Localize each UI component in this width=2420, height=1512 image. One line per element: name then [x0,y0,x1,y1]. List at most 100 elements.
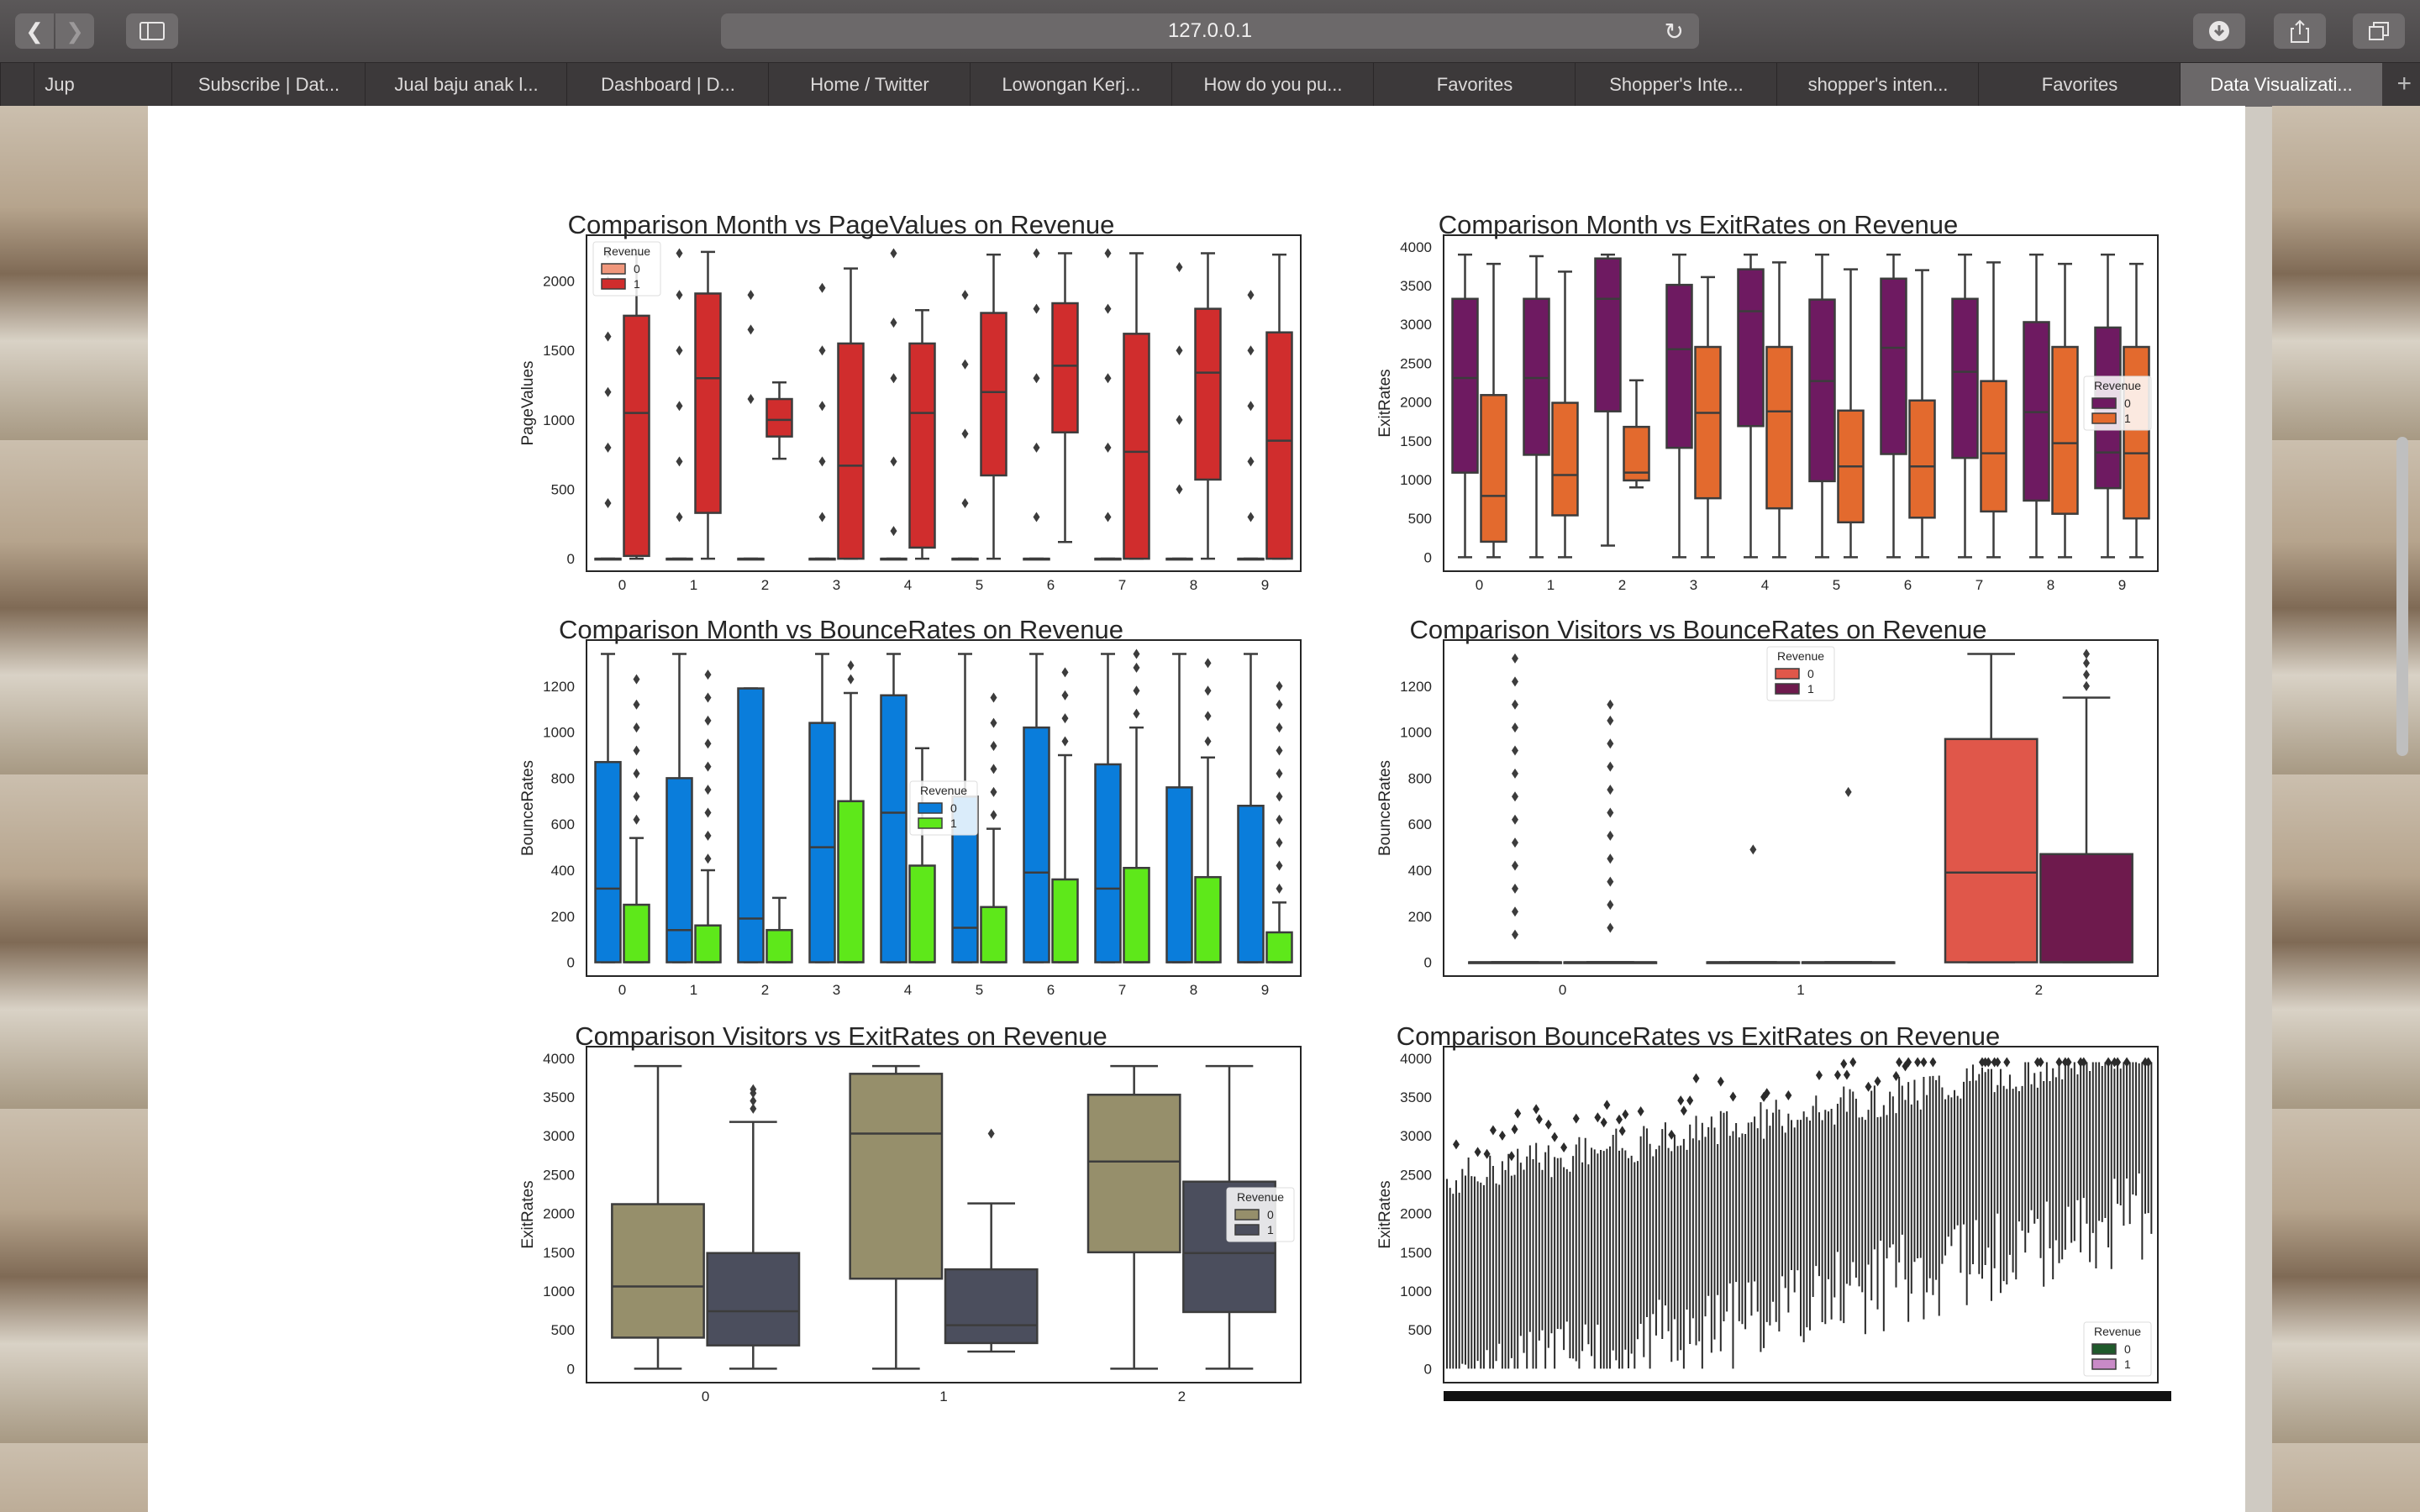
share-icon[interactable] [2274,13,2326,49]
box-0 [666,777,693,963]
outlier-point [990,741,997,752]
outlier-point [890,248,897,259]
x-tick-label: 6 [1904,577,1912,591]
outlier-point [704,715,712,726]
plot-frame [586,234,1302,572]
y-tick-label: 4000 [543,1051,575,1067]
outlier-point [676,290,683,301]
outlier-point [1607,830,1614,841]
tab-shoppers-intention[interactable]: Shopper's Inte... [1575,63,1777,107]
outlier-point [961,290,969,301]
y-axis-label: ExitRates [519,1180,537,1248]
outlier-point [1512,906,1518,917]
legend-swatch [2091,1343,2117,1355]
tab-lowongan[interactable]: Lowongan Kerj... [970,63,1172,107]
box-0 [808,722,836,963]
chart-plot: 020040060080010001200BounceRatesMonth012… [519,639,1302,1019]
tab-label: Lowongan Kerj... [1002,74,1141,95]
box-1 [980,906,1007,963]
y-tick-label: 200 [1408,909,1432,925]
sidebar-icon[interactable] [126,13,178,49]
outlier-point [1061,736,1069,747]
box-1 [706,1252,801,1347]
tabs-overview-icon[interactable] [2353,13,2405,49]
outlier-point [1133,648,1140,659]
y-tick-label: 1000 [1400,1284,1432,1299]
legend-label: 1 [634,277,640,291]
reload-icon[interactable]: ↻ [1664,18,1684,45]
tab-label: How do you pu... [1203,74,1343,95]
outlier-point [1204,711,1212,722]
tab-dashboard[interactable]: Dashboard | D... [566,63,769,107]
outlier-point [704,853,712,864]
plus-icon[interactable]: + [2396,70,2412,97]
legend-title: Revenue [2094,1325,2141,1338]
background-photo-left [0,106,148,1512]
legend-swatch [2091,397,2117,409]
box-0 [737,687,765,963]
x-tick-label: 4 [904,982,912,996]
legend-label: 1 [950,816,957,830]
outlier-point [1512,653,1518,664]
outlier-point [1276,860,1283,871]
outlier-point [1686,1095,1694,1106]
tab-data-visualization[interactable]: Data Visualizati... [2180,63,2382,107]
chevron-left-icon[interactable]: ❮ [15,13,54,49]
tab-jual-baju[interactable]: Jual baju anak l... [365,63,567,107]
outlier-point [1276,814,1283,825]
box-1 [1051,302,1079,433]
download-icon[interactable] [2193,13,2245,49]
outlier-point [987,1128,995,1139]
box-0 [1523,297,1550,456]
outlier-point [1033,442,1040,453]
outlier-point [1276,883,1283,894]
x-tick-label: 1 [939,1389,947,1404]
outlier-point [1637,1105,1644,1116]
address-bar[interactable]: 127.0.0.1 ↻ [721,13,1699,49]
browser-toolbar: ❮ ❯ 127.0.0.1 ↻ [0,0,2420,62]
chart-title: Comparison Month vs PageValues on Revenu… [567,210,1115,239]
page-scrollbar[interactable] [2396,437,2408,756]
outlier-point [1920,1057,1928,1068]
outlier-point [1874,1076,1881,1087]
y-tick-label: 2000 [543,274,575,290]
outlier-point [1276,722,1283,733]
box-1 [694,924,722,963]
chart-month-pagevalues: Comparison Month vs PageValues on Revenu… [366,197,1316,614]
box-1 [694,292,722,514]
y-tick-label: 4000 [1400,1051,1432,1067]
x-tick-label: 0 [618,982,626,996]
x-tick-label: 7 [1975,577,1983,591]
outlier-point [961,359,969,370]
tab-subscribe[interactable]: Subscribe | Dat... [171,63,366,107]
chevron-right-icon[interactable]: ❯ [55,13,94,49]
tab-label: Subscribe | Dat... [197,74,340,95]
outlier-point [1607,853,1614,864]
y-axis-label: PageValues [519,360,537,445]
box-1 [1694,345,1722,500]
outlier-point [2055,1057,2063,1068]
outlier-point [604,331,612,342]
outlier-point [704,738,712,749]
outlier-point [1985,1057,1992,1068]
outlier-point [818,401,826,412]
outlier-point [1618,1126,1626,1137]
outlier-point [1607,738,1614,749]
x-tick-label: 7 [1118,577,1126,591]
tab-favorites[interactable]: Favorites [1373,63,1576,107]
box-1 [765,397,793,438]
chart-plot: 0500100015002000PageValuesMonth012345678… [519,234,1302,614]
outlier-point [1033,373,1040,384]
chart-month-bouncerates: Comparison Month vs BounceRates on Reven… [366,601,1316,1019]
legend-label: 0 [1267,1208,1274,1221]
tab-jupyter[interactable]: Jup [34,63,85,107]
tab-favorites-2[interactable]: Favorites [1978,63,2181,107]
tab-twitter[interactable]: Home / Twitter [768,63,971,107]
tab-shoppers-intention-2[interactable]: shopper's inten... [1776,63,1979,107]
tab-how-do-you[interactable]: How do you pu... [1171,63,1374,107]
y-tick-label: 3000 [1400,317,1432,333]
tab-pinned[interactable] [0,63,34,107]
x-tick-label: 2 [1178,1389,1186,1404]
tab-label: Favorites [1436,74,1513,95]
y-tick-label: 2000 [543,1206,575,1222]
